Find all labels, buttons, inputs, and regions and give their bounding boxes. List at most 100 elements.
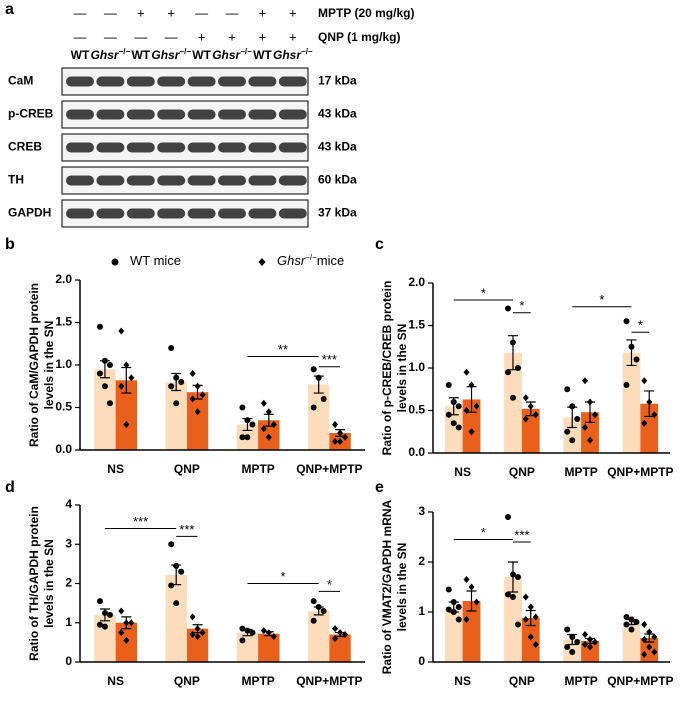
x-tick-label: MPTP — [241, 462, 274, 476]
data-point — [194, 632, 201, 640]
y-tick-label: 2.0 — [408, 275, 425, 289]
genotype-sup: −/− — [119, 47, 131, 56]
treatment-sign: + — [289, 29, 297, 44]
treatment-sign: — — [74, 29, 87, 44]
data-point — [641, 621, 648, 628]
data-point — [260, 399, 267, 407]
y-tick-label: 1 — [65, 615, 72, 629]
error-bar — [192, 384, 203, 400]
data-point — [522, 415, 529, 423]
x-tick-label: NS — [454, 674, 471, 688]
data-point — [260, 425, 267, 433]
genotype: Ghsr−/− — [91, 47, 131, 63]
treatment-sign: + — [259, 5, 267, 20]
blot-band — [248, 208, 277, 219]
blot-band — [126, 76, 155, 87]
blot-band — [248, 175, 277, 186]
significance-label: * — [638, 318, 643, 333]
y-tick-label: 0.0 — [408, 445, 425, 459]
treatment-sign: — — [104, 5, 117, 20]
significance-label: * — [481, 285, 486, 300]
blot-band — [157, 208, 186, 219]
data-point — [504, 305, 511, 312]
data-point — [504, 591, 511, 598]
significance-label: * — [481, 525, 486, 540]
genotype-text: WT — [71, 48, 90, 62]
blot-band — [66, 175, 94, 186]
error-bar — [507, 561, 518, 593]
data-point — [310, 404, 317, 411]
blot-band — [248, 109, 277, 120]
x-tick-label: QNP+MPTP — [296, 462, 362, 476]
genotype-text: WT — [131, 48, 150, 62]
data-point — [189, 613, 196, 621]
bar — [115, 380, 137, 450]
data-point — [270, 632, 277, 640]
y-tick-label: 4 — [65, 497, 72, 511]
treatment-sign: — — [195, 5, 208, 20]
data-point — [532, 613, 539, 621]
data-point — [633, 356, 640, 363]
x-tick-label: QNP — [174, 462, 200, 476]
treatment-sign: + — [137, 5, 145, 20]
blot-band — [187, 208, 216, 219]
treatment-sign: + — [289, 5, 297, 20]
data-point — [118, 629, 125, 637]
blot-band — [278, 142, 307, 153]
y-tick-label: 2 — [65, 576, 72, 590]
error-bar — [99, 608, 110, 622]
y-tick-label: 1.5 — [408, 318, 425, 332]
blot-band — [157, 76, 186, 87]
data-point — [199, 391, 206, 399]
blot-band — [187, 142, 216, 153]
data-point — [96, 621, 103, 628]
data-point — [574, 416, 581, 422]
bar — [444, 406, 463, 453]
data-point — [514, 621, 521, 628]
legend-label-suffix: mice — [317, 253, 344, 268]
bar — [308, 384, 330, 450]
error-bar — [644, 390, 655, 418]
genotype-sup: −/− — [301, 47, 313, 56]
y-tick-label: 2 — [418, 554, 425, 568]
data-point — [582, 424, 589, 431]
error-bar — [448, 397, 459, 416]
data-point — [310, 617, 317, 624]
blot-band — [278, 175, 307, 186]
blot-band — [96, 175, 125, 186]
blot-band — [248, 142, 277, 153]
data-point — [310, 598, 317, 605]
error-bar — [466, 386, 477, 413]
data-point — [106, 362, 113, 368]
blot-band — [126, 175, 155, 186]
row-size: 43 kDa — [318, 107, 357, 121]
data-point — [504, 369, 511, 376]
blot-band — [66, 76, 94, 87]
data-point — [468, 583, 475, 591]
y-axis-label: levels in the SN — [42, 539, 56, 628]
blot-band — [126, 208, 155, 219]
x-tick-label: MPTP — [241, 674, 274, 688]
blot-band — [278, 109, 307, 120]
y-tick-label: 1.0 — [55, 357, 72, 371]
data-point — [463, 368, 470, 376]
data-point — [194, 408, 201, 416]
error-bar — [99, 360, 110, 379]
data-point — [178, 568, 185, 575]
data-point — [101, 623, 108, 630]
data-point — [239, 404, 246, 411]
error-bar — [313, 606, 324, 616]
treatment-sign: — — [165, 29, 178, 44]
error-bar — [242, 417, 253, 432]
data-point — [337, 438, 344, 445]
blot-band — [248, 76, 277, 87]
data-point — [582, 641, 589, 648]
data-point — [582, 631, 589, 638]
genotype: Ghsr−/− — [151, 47, 191, 63]
error-bar — [585, 637, 596, 645]
bar — [258, 633, 280, 662]
error-bar — [335, 429, 346, 437]
data-point — [332, 421, 339, 428]
y-axis-label: levels in the SN — [42, 321, 56, 410]
error-bar — [585, 401, 596, 423]
